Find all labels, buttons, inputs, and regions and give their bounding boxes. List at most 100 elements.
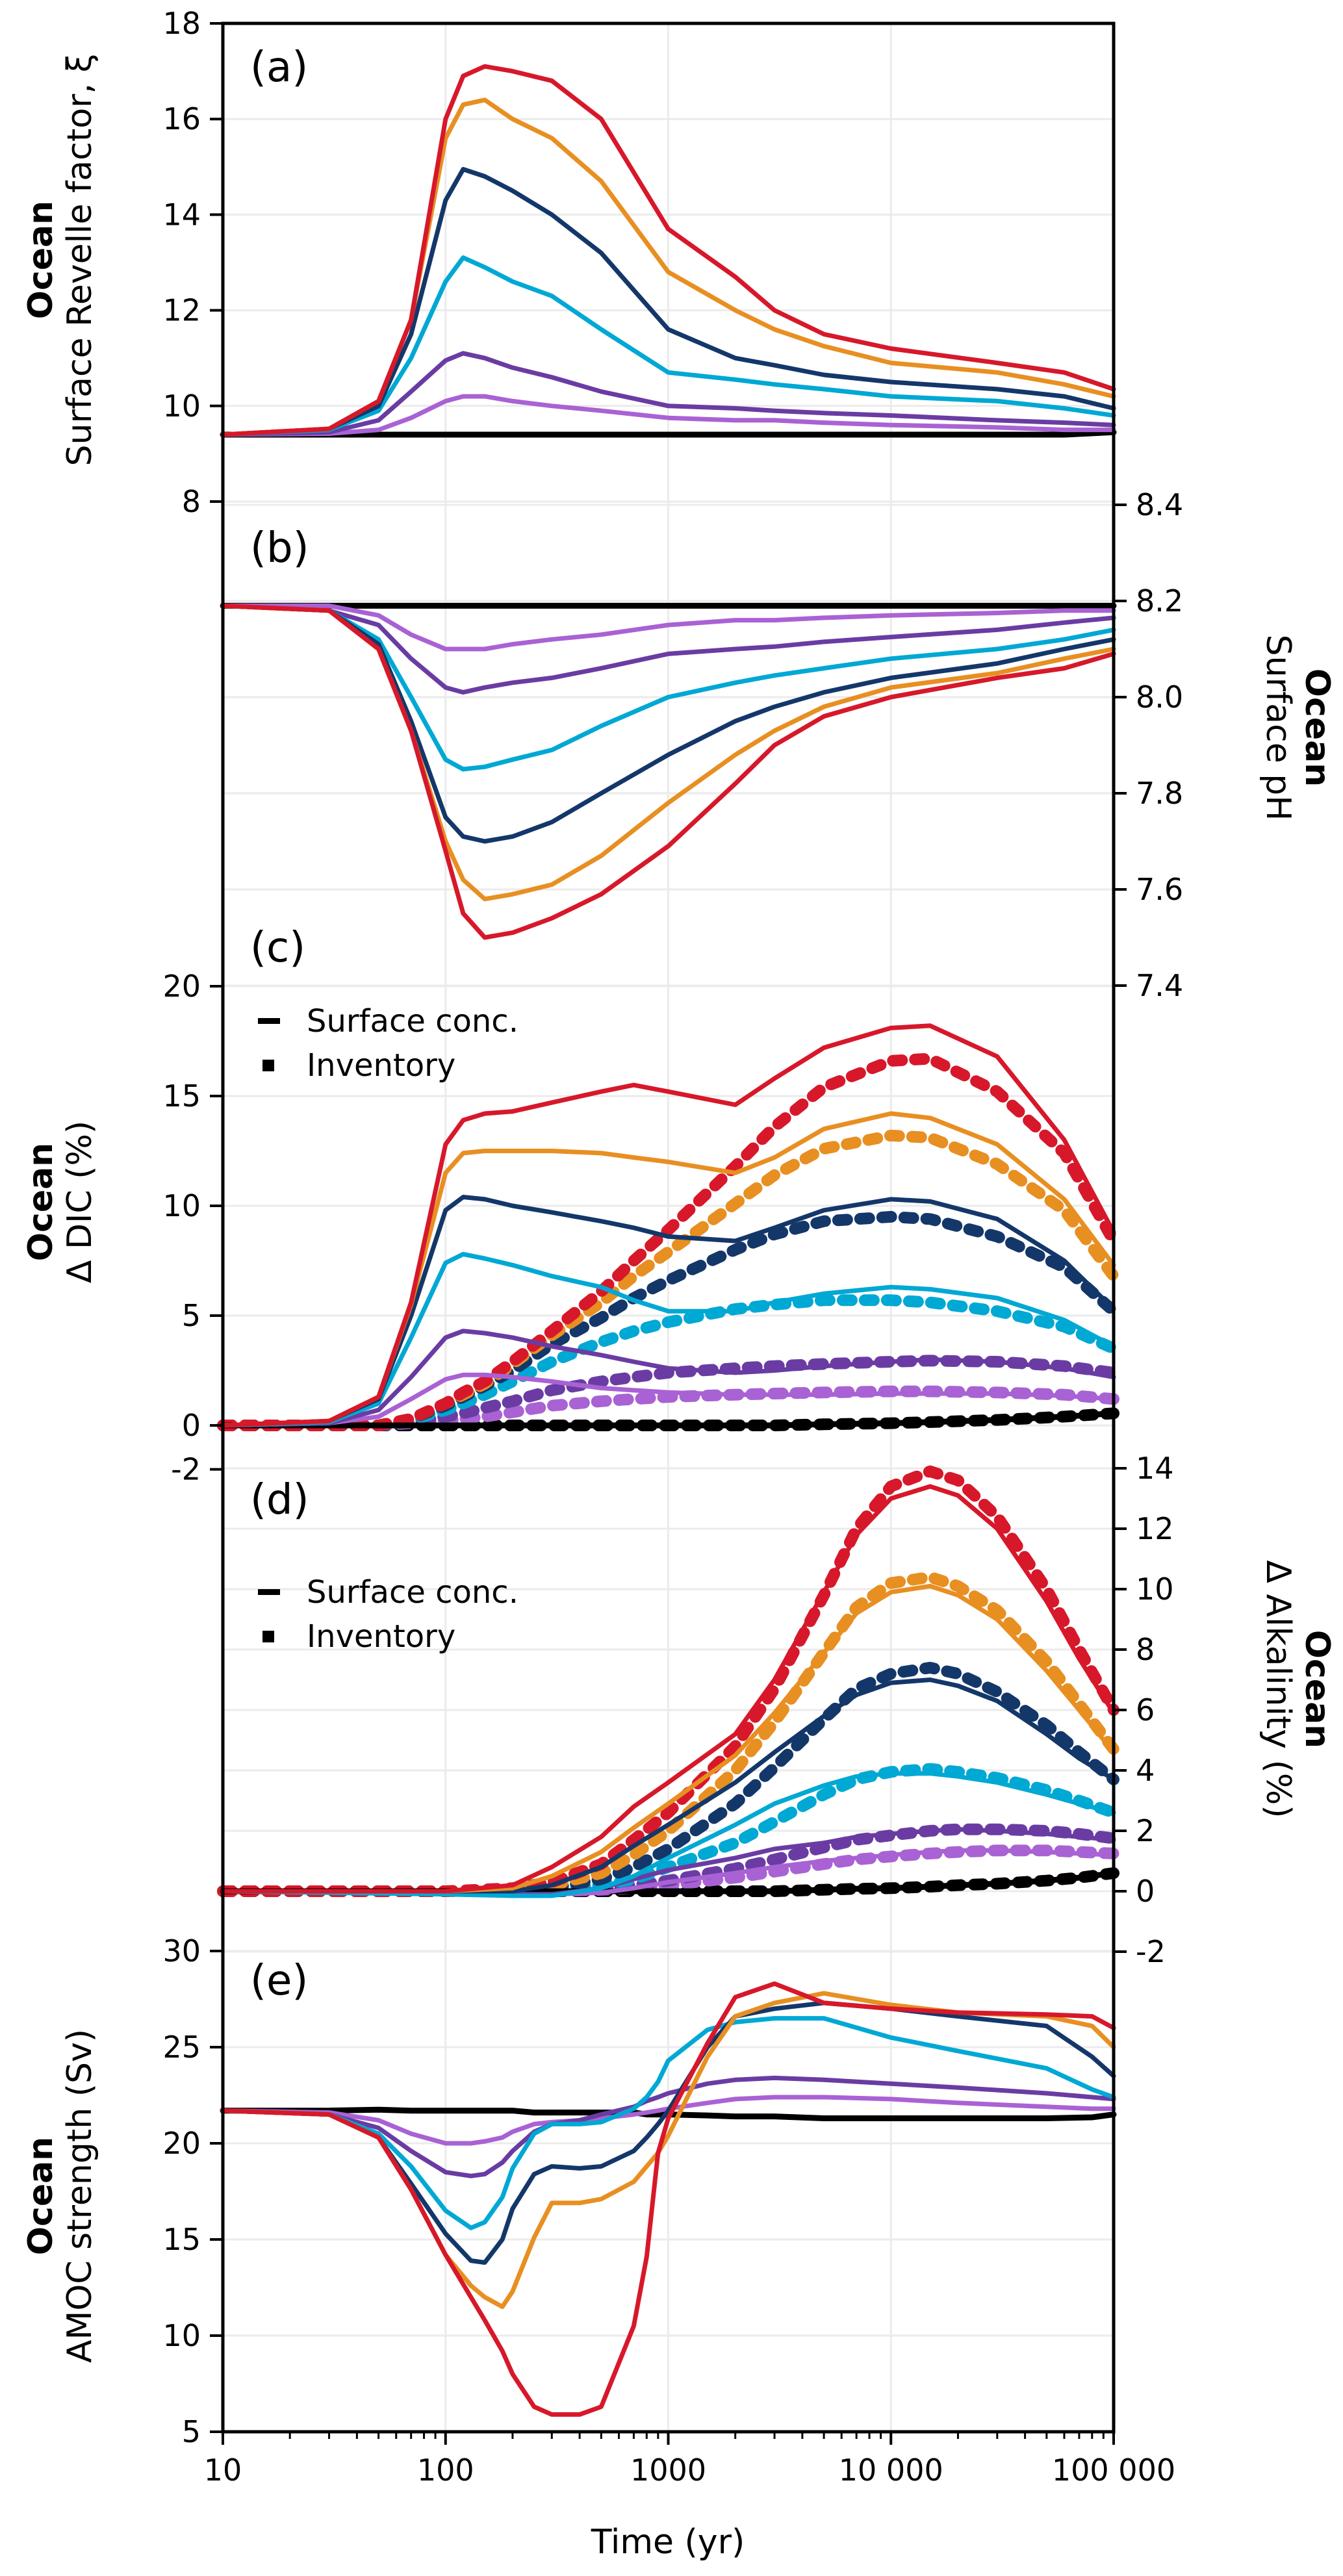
y-tick-label-b: 8.4	[1136, 487, 1183, 522]
y-tick-label-c: 15	[162, 1078, 201, 1114]
y-tick-label-e: 25	[162, 2030, 201, 2065]
legend-dotted-marker	[262, 1060, 274, 1071]
line-b-s2	[220, 603, 1116, 695]
line-e-s6	[220, 1981, 1116, 2417]
y-tick-label-a: 16	[162, 101, 201, 136]
y-title-b-bold: Ocean	[1298, 669, 1337, 787]
y-tick-label-c: 0	[182, 1408, 201, 1443]
y-title-a-text: Surface Revelle factor, ξ	[60, 54, 99, 466]
y-title-c-text: Δ DIC (%)	[60, 1121, 99, 1283]
surface-line-d-s6	[220, 1484, 1116, 1894]
surface-line-c-control	[220, 1410, 1117, 1429]
surface-line-c-s4	[220, 1195, 1116, 1428]
y-tick-label-d: 14	[1136, 1451, 1174, 1486]
surface-line-d-s5	[220, 1583, 1116, 1894]
legend-d: Surface conc. Inventory	[258, 1574, 518, 1655]
legend-solid-label: Surface conc.	[307, 1574, 518, 1611]
y-title-d: Ocean Δ Alkalinity (%)	[1259, 1560, 1337, 1818]
y-tick-label-b: 7.4	[1136, 968, 1183, 1003]
surface-line-c-s3	[220, 1251, 1116, 1428]
y-tick-label-e: 5	[182, 2414, 201, 2449]
line-b-s6	[220, 603, 1116, 940]
y-tick-label-d: -2	[1136, 1934, 1166, 1969]
surface-line-d-s3	[220, 1771, 1116, 1898]
panel-label-d: (d)	[250, 1476, 309, 1524]
surface-line-c-s2	[220, 1329, 1116, 1428]
y-tick-label-e: 15	[162, 2222, 201, 2257]
inventory-line-c-s6	[217, 1052, 1119, 1431]
y-tick-label-a: 18	[162, 6, 201, 41]
x-tick-label: 100	[417, 2453, 474, 2488]
y-tick-label-b: 7.8	[1136, 776, 1183, 811]
y-tick-label-d: 12	[1136, 1511, 1174, 1546]
legend-solid-marker	[258, 1018, 280, 1024]
legend-c: Surface conc. Inventory	[258, 1003, 518, 1084]
y-tick-label-b: 8.0	[1136, 680, 1183, 715]
y-tick-label-d: 10	[1136, 1572, 1174, 1607]
legend-dotted-marker	[262, 1631, 274, 1642]
y-tick-label-c: 5	[182, 1298, 201, 1333]
y-tick-label-e: 30	[162, 1933, 201, 1969]
y-title-d-text: Δ Alkalinity (%)	[1259, 1560, 1298, 1818]
y-tick-label-e: 20	[162, 2126, 201, 2161]
surface-line-c-s6	[220, 1023, 1116, 1428]
y-tick-label-a: 12	[162, 293, 201, 328]
y-tick-label-d: 0	[1136, 1874, 1155, 1909]
surface-line-d-control	[220, 1870, 1117, 1894]
y-title-e: Ocean AMOC strength (Sv)	[21, 2029, 99, 2363]
line-b-s3	[220, 603, 1116, 772]
legend-solid-marker	[258, 1589, 280, 1595]
line-a-s4	[220, 167, 1116, 437]
inventory-line-d-s6	[217, 1465, 1119, 1897]
y-title-b-text: Surface pH	[1259, 635, 1298, 821]
y-title-e-bold: Ocean	[21, 2137, 60, 2255]
labels-layer: 10 100 1000 10 000 100 000810121416187.47.67…	[162, 6, 1183, 2488]
y-title-d-bold: Ocean	[1298, 1630, 1337, 1748]
x-axis-title: Time (yr)	[591, 2523, 745, 2562]
surface-line-d-s4	[220, 1677, 1116, 1894]
line-e-s2	[220, 2075, 1116, 2178]
y-title-c-bold: Ocean	[21, 1143, 60, 1261]
x-tick-label: 10	[204, 2453, 242, 2488]
y-title-e-text: AMOC strength (Sv)	[60, 2029, 99, 2363]
y-tick-label-d: 4	[1136, 1753, 1155, 1788]
legend-dotted-label: Inventory	[307, 1047, 455, 1084]
panel-c-series	[217, 1023, 1119, 1431]
legend-solid-label: Surface conc.	[307, 1003, 518, 1039]
line-b-s1	[220, 603, 1116, 652]
panel-label-c: (c)	[250, 924, 305, 972]
line-a-control	[220, 429, 1117, 438]
series-layer	[217, 64, 1119, 2417]
line-a-s1	[220, 394, 1116, 437]
y-title-c: Ocean Δ DIC (%)	[21, 1121, 99, 1283]
legend-dotted-label: Inventory	[307, 1618, 455, 1655]
y-title-a-bold: Ocean	[21, 201, 60, 319]
y-tick-label-c-neg: -2	[171, 1452, 201, 1487]
panel-e-series	[220, 1981, 1117, 2417]
panel-a-series	[220, 64, 1117, 438]
panel-label-e: (e)	[250, 1957, 308, 2005]
y-tick-label-b: 8.2	[1136, 583, 1183, 618]
surface-line-c-s1	[220, 1372, 1116, 1428]
y-tick-label-d: 2	[1136, 1813, 1155, 1848]
line-e-s3	[220, 2016, 1116, 2230]
y-title-b: Ocean Surface pH	[1259, 635, 1337, 821]
panel-d-series	[217, 1465, 1119, 1898]
y-tick-label-b: 7.6	[1136, 872, 1183, 907]
x-tick-label: 100 000	[1052, 2453, 1175, 2488]
y-tick-label-e: 10	[162, 2318, 201, 2353]
y-tick-label-d: 8	[1136, 1632, 1155, 1667]
y-tick-label-a: 14	[162, 197, 201, 232]
panel-label-a: (a)	[250, 44, 308, 92]
line-b-s4	[220, 603, 1116, 844]
y-tick-label-a: 8	[182, 484, 201, 519]
line-a-s2	[220, 351, 1116, 437]
y-tick-label-c: 20	[162, 969, 201, 1004]
x-tick-label: 10 000	[839, 2453, 943, 2488]
panel-b-series	[220, 602, 1117, 940]
y-tick-label-c: 10	[162, 1188, 201, 1223]
axes-layer	[210, 21, 1127, 2445]
y-tick-label-a: 10	[162, 389, 201, 424]
line-a-s6	[220, 64, 1116, 437]
